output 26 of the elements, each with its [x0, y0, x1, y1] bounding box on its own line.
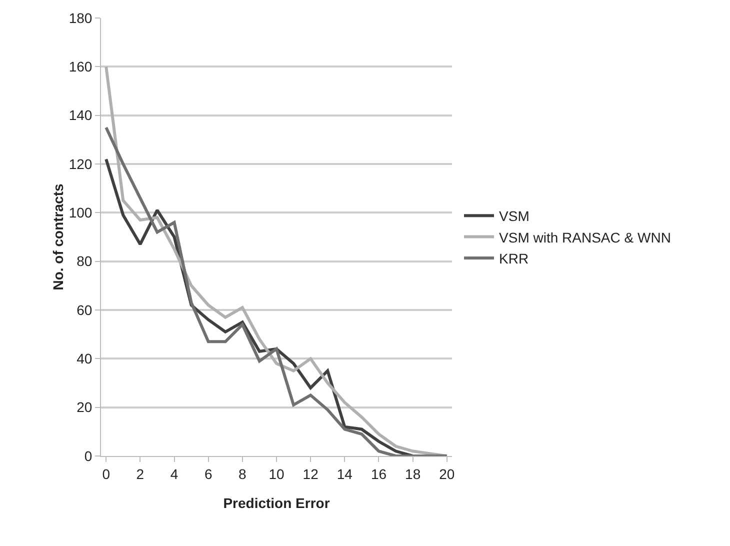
x-tick-label: 10 — [268, 466, 284, 482]
x-axis-title: Prediction Error — [223, 495, 330, 511]
y-tick-label: 0 — [84, 448, 92, 464]
legend-label: VSM with RANSAC & WNN — [499, 229, 671, 246]
legend-label: VSM — [499, 208, 530, 224]
y-tick-label: 160 — [68, 58, 92, 75]
x-tick-label: 6 — [204, 466, 212, 482]
x-tick-label: 12 — [302, 466, 319, 482]
y-tick-label: 140 — [68, 107, 92, 124]
x-tick-label: 2 — [136, 466, 144, 482]
x-tick-label: 0 — [102, 466, 110, 482]
y-tick-label: 180 — [68, 10, 92, 26]
y-axis-title: No. of contracts — [50, 184, 66, 290]
x-tick-label: 8 — [238, 466, 247, 482]
x-tick-label: 4 — [170, 466, 178, 482]
x-tick-label: 20 — [439, 466, 455, 482]
x-tick-label: 18 — [405, 466, 421, 482]
legend-label: KRR — [499, 250, 529, 266]
y-tick-label: 100 — [68, 204, 92, 221]
y-tick-label: 80 — [76, 253, 92, 270]
y-tick-label: 120 — [68, 156, 92, 172]
y-tick-label: 40 — [76, 350, 92, 367]
x-tick-label: 16 — [370, 466, 387, 482]
y-tick-label: 60 — [76, 302, 92, 318]
x-tick-label: 14 — [336, 466, 353, 482]
y-tick-label: 20 — [76, 399, 92, 416]
